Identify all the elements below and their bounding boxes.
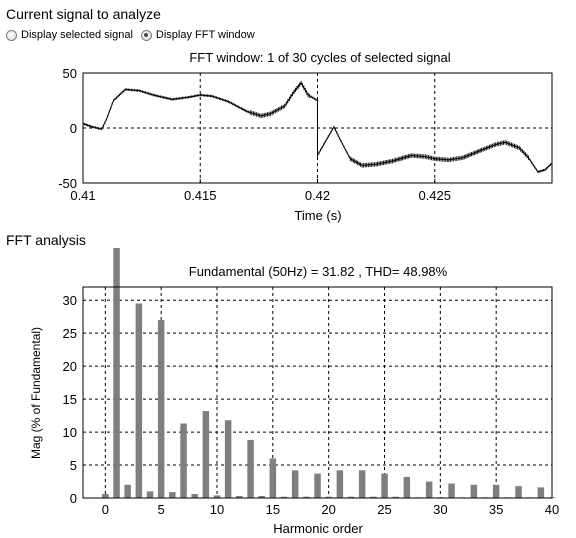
signal-y-tick-label: -50 (58, 176, 77, 191)
fft-y-tick-label: 10 (63, 425, 77, 440)
fft-bar (537, 487, 545, 498)
signal-y-tick-label: 0 (70, 121, 77, 136)
signal-ripple-path (82, 80, 552, 174)
fft-x-tick-label: 10 (210, 502, 224, 517)
fft-bar (314, 473, 321, 498)
signal-ripple (82, 80, 552, 174)
fft-bar (102, 494, 109, 498)
fft-bar (180, 423, 187, 498)
signal-plot: FFT window: 1 of 30 cycles of selected s… (58, 50, 553, 223)
fft-bar (113, 248, 120, 498)
fft-bar (247, 440, 254, 498)
radio-label: Display selected signal (21, 29, 133, 41)
fft-y-tick-label: 5 (70, 458, 77, 473)
signal-series-line (82, 82, 553, 173)
fft-bar (470, 484, 478, 498)
fft-x-tick-label: 40 (545, 502, 559, 517)
radio-label: Display FFT window (155, 29, 255, 41)
radio-display-fft-window[interactable]: Display FFT window (140, 29, 255, 41)
fft-bar (336, 470, 344, 498)
fft-x-axis-label: Harmonic order (273, 521, 363, 536)
fft-bar (236, 496, 243, 498)
fft-bar (280, 496, 288, 498)
signal-x-axis-label: Time (s) (294, 208, 341, 223)
panel-title: Current signal to analyze (6, 6, 161, 22)
signal-y-tick-label: 50 (63, 66, 77, 81)
fft-bar (124, 484, 131, 498)
fft-y-tick-label: 0 (70, 491, 77, 506)
fft-bar (325, 496, 332, 498)
signal-plot-title: FFT window: 1 of 30 cycles of selected s… (189, 50, 450, 65)
fft-bar (358, 470, 366, 498)
fft-bar (135, 303, 143, 498)
signal-x-tick-label: 0.42 (305, 188, 330, 203)
signal-x-tick-label: 0.415 (184, 188, 217, 203)
fft-bar (146, 491, 154, 498)
fft-chart-title: Fundamental (50Hz) = 31.82 , THD= 48.98% (189, 264, 448, 279)
fft-bar (448, 483, 455, 498)
fft-bar (224, 420, 232, 498)
fft-bar (381, 473, 388, 498)
display-options: Display selected signal Display FFT wind… (6, 27, 263, 43)
fft-bar (269, 458, 277, 498)
radio-display-selected-signal[interactable]: Display selected signal (6, 29, 133, 41)
fft-x-tick-label: 25 (377, 502, 391, 517)
fft-y-tick-label: 25 (63, 326, 77, 341)
fft-x-tick-label: 5 (158, 502, 165, 517)
fft-y-axis-label: Mag (% of Fundamental) (29, 327, 43, 459)
fft-bar (157, 320, 165, 498)
fft-x-tick-label: 20 (321, 502, 335, 517)
fft-bar (425, 481, 433, 498)
signal-x-tick-label: 0.41 (70, 188, 95, 203)
fft-bar (258, 496, 265, 498)
fft-x-tick-label: 35 (489, 502, 503, 517)
fft-y-tick-label: 30 (63, 293, 77, 308)
fft-y-tick-label: 15 (63, 392, 77, 407)
fft-bar (392, 496, 399, 498)
fft-bar (191, 494, 198, 498)
fft-bar (515, 486, 522, 498)
fft-bar (202, 411, 210, 498)
fft-bar (291, 470, 299, 498)
fft-bar (213, 495, 221, 498)
signal-x-tick-label: 0.425 (418, 188, 451, 203)
fft-bar (370, 496, 377, 498)
fft-grid (83, 287, 552, 498)
radio-checked-icon (140, 29, 152, 41)
fft-section-label: FFT analysis (6, 232, 86, 248)
fft-bar (169, 492, 176, 498)
fft-bar (492, 484, 500, 498)
fft-bar (347, 496, 355, 498)
radio-unchecked-icon (6, 29, 17, 41)
fft-x-tick-label: 30 (433, 502, 447, 517)
fft-bar (403, 476, 411, 498)
fft-bar (303, 496, 310, 498)
fft-x-tick-label: 15 (266, 502, 280, 517)
fft-x-tick-label: 0 (102, 502, 109, 517)
fft-y-tick-label: 20 (63, 359, 77, 374)
fft-chart-frame (82, 286, 553, 499)
